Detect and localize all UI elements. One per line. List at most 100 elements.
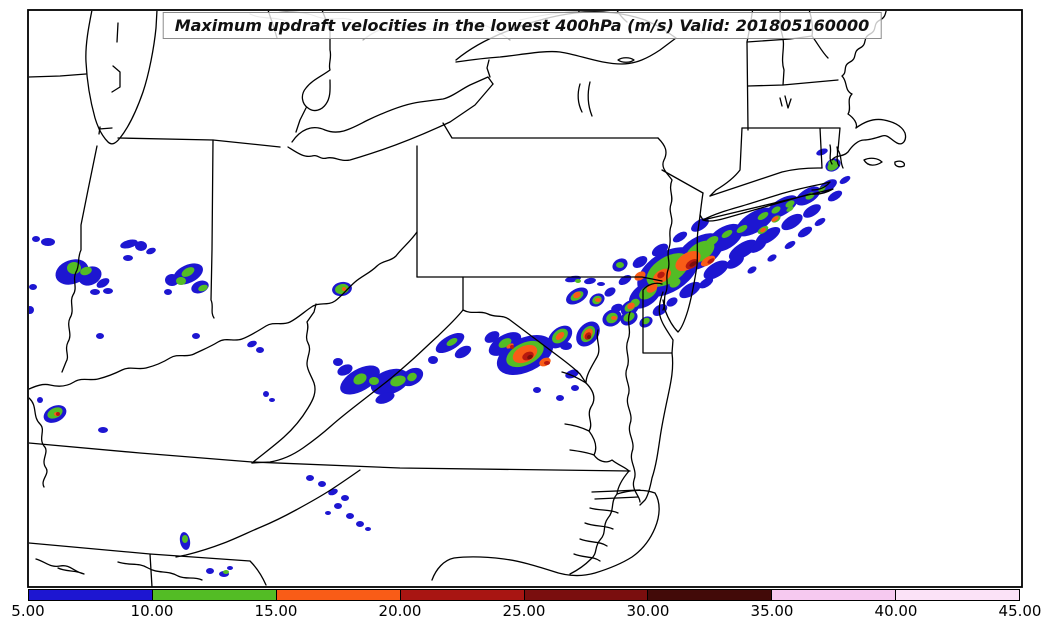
storm-cell — [611, 316, 617, 320]
storm-cell — [627, 302, 635, 310]
storm-cell — [565, 369, 579, 379]
colorbar-segment — [29, 590, 152, 600]
storm-cell — [428, 356, 438, 364]
storm-cell — [705, 235, 719, 247]
storm-cell — [669, 278, 681, 288]
storm-cell — [181, 267, 195, 277]
colorbar-tick-labels: 5.00 10.00 15.00 20.00 25.00 30.00 35.00 40.00 4… — [11, 602, 1041, 624]
storm-cell — [760, 227, 766, 233]
delmarva-coast — [639, 352, 674, 506]
storm-cell — [679, 281, 701, 299]
storm-cell — [96, 278, 110, 288]
colorbar-segment — [275, 590, 400, 600]
storm-cell — [120, 239, 138, 249]
storm-cell — [484, 331, 500, 343]
colorbar-tick-label: 25.00 — [502, 602, 546, 620]
lake-st-clair-outline — [267, 11, 332, 133]
storm-cell — [672, 231, 688, 243]
colorbar-segment — [647, 590, 772, 600]
storm-cell — [103, 288, 113, 294]
storm-cell — [369, 377, 379, 385]
storm-cell — [247, 340, 257, 348]
storm-cell — [176, 277, 186, 285]
lake-depth-marks — [98, 22, 121, 135]
storm-cell — [346, 513, 354, 519]
storm-cell — [632, 256, 648, 268]
storm-cell — [164, 289, 172, 295]
storm-cell — [827, 190, 843, 202]
storm-cell — [707, 258, 715, 264]
ohio-river — [29, 231, 418, 390]
colorbar-tick-label: 45.00 — [998, 602, 1042, 620]
storm-cell — [37, 397, 43, 403]
cape-cod — [831, 118, 907, 161]
storm-cell — [192, 333, 200, 339]
storm-cell — [407, 372, 417, 382]
storm-cell — [584, 277, 596, 285]
storm-cell — [797, 226, 813, 238]
storm-cell — [80, 266, 92, 276]
lake-ontario-south-shore — [455, 37, 677, 65]
storm-cell — [595, 298, 601, 302]
storm-cell — [90, 289, 100, 295]
lake-michigan-outline — [85, 11, 158, 145]
storm-cell — [318, 481, 326, 487]
storm-cell — [223, 570, 229, 574]
colorbar-tick-label: 5.00 — [11, 602, 45, 620]
niagara-river — [486, 59, 491, 78]
colorbar-segment — [151, 590, 276, 600]
colorbar-segment — [523, 590, 648, 600]
colorbar-tick-label: 30.00 — [626, 602, 670, 620]
storm-cell — [67, 262, 81, 274]
storm-cell — [341, 495, 349, 501]
storm-cell — [560, 342, 572, 350]
colorbar-segment — [399, 590, 524, 600]
storm-cell — [165, 274, 179, 286]
storm-cell — [785, 200, 795, 208]
storm-cell — [510, 345, 514, 349]
storm-cell — [334, 503, 342, 509]
lake-erie-south-shore — [287, 83, 494, 162]
lake-erie-north-shore — [291, 76, 494, 143]
chesapeake-bay-west-shore — [585, 329, 630, 472]
storm-cell — [666, 297, 678, 307]
storm-cell — [771, 206, 781, 214]
storm-cell — [839, 175, 851, 185]
storm-cell — [604, 287, 616, 297]
storm-cell — [781, 213, 803, 231]
colorbar-tick-label: 35.00 — [750, 602, 794, 620]
storm-cell — [803, 204, 821, 218]
storm-cell — [721, 229, 733, 239]
storm-cell — [375, 392, 395, 404]
storm-cell — [736, 224, 748, 234]
storm-cell — [365, 527, 371, 531]
storm-cell — [755, 227, 781, 245]
delaware-river — [657, 137, 673, 311]
storm-cell — [616, 262, 624, 268]
storm-cell — [767, 254, 777, 262]
colorbar-segment — [771, 590, 896, 600]
storm-cell — [784, 240, 796, 250]
storm-cell — [728, 239, 758, 261]
storm-cell — [198, 284, 208, 292]
storm-cell — [333, 358, 343, 366]
albemarle-sound — [591, 489, 641, 500]
colorbar-tick-label: 10.00 — [130, 602, 174, 620]
storm-cell — [533, 387, 541, 393]
storm-cell — [98, 427, 108, 433]
storm-cell — [691, 218, 709, 232]
storm-cell — [698, 277, 714, 289]
storm-cell — [657, 271, 665, 279]
storm-cell — [747, 266, 757, 274]
storm-cell — [325, 511, 331, 515]
storm-cell — [29, 306, 34, 314]
chesapeake-bay-east-shore — [625, 311, 641, 503]
storm-cell — [96, 333, 104, 339]
storm-cell — [353, 373, 367, 385]
storm-cell — [56, 412, 60, 416]
storm-cell — [135, 241, 147, 251]
storm-cell — [256, 347, 264, 353]
plot-title: Maximum updraft velocities in the lowest… — [162, 12, 882, 39]
